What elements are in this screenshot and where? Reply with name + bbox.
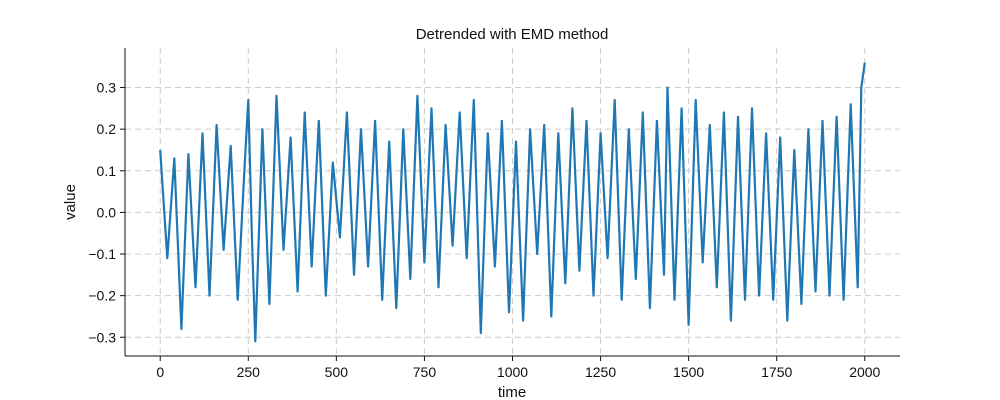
- y-tick-label: 0.0: [97, 204, 117, 220]
- x-axis-label: time: [498, 384, 526, 400]
- x-tick-label: 1750: [761, 364, 792, 380]
- y-tick-label: −0.1: [88, 246, 116, 262]
- x-tick-label: 0: [156, 364, 164, 380]
- y-tick-label: −0.3: [88, 329, 116, 345]
- x-tick-label: 1000: [497, 364, 528, 380]
- chart-title: Detrended with EMD method: [416, 26, 609, 43]
- x-axis-ticks: 0 250 500 750 1000 1250 1500 1750 2000: [156, 356, 881, 380]
- x-tick-label: 1500: [673, 364, 704, 380]
- x-tick-label: 2000: [849, 364, 880, 380]
- y-tick-label: 0.3: [97, 80, 117, 96]
- x-tick-label: 250: [237, 364, 261, 380]
- y-tick-label: 0.2: [97, 121, 117, 137]
- y-tick-label: −0.2: [88, 288, 116, 304]
- x-tick-label: 750: [413, 364, 437, 380]
- y-axis-ticks: −0.3 −0.2 −0.1 0.0 0.1 0.2 0.3: [88, 80, 125, 345]
- x-tick-label: 1250: [585, 364, 616, 380]
- x-tick-label: 500: [325, 364, 349, 380]
- y-axis-label: value: [62, 184, 79, 220]
- y-tick-label: 0.1: [97, 163, 117, 179]
- series-line: [159, 62, 866, 343]
- series-group: [159, 62, 866, 343]
